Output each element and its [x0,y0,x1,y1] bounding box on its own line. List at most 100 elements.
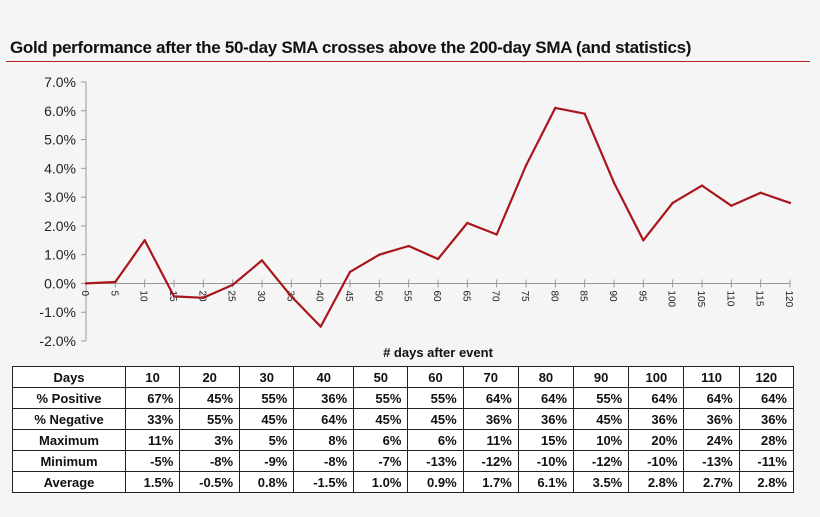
table-cell: 45% [353,408,409,430]
table-cell: -13% [683,450,740,472]
table-cell: -9% [239,450,295,472]
table-cell: -11% [738,450,795,472]
table-cell: 45% [573,408,630,430]
table-row: Maximum 11% 3% 5% 8% 6% 6% 11% 15% 10% 20% 24% 28% [12,429,795,451]
table-cell: 20% [628,429,685,451]
table-cell: 100 [628,366,685,388]
table-cell: 64% [462,387,519,409]
table-cell: 20 [179,366,241,388]
table-cell: 28% [738,429,795,451]
table-cell: 110 [683,366,740,388]
table-cell: 2.7% [683,471,740,493]
table-cell: 36% [628,408,685,430]
row-label: Minimum [12,450,126,472]
table-cell: 45% [407,408,464,430]
table-cell: 0.9% [407,471,464,493]
chart-title: Gold performance after the 50-day SMA cr… [10,38,692,57]
data-point [231,283,234,287]
x-tick-label: 110 [724,290,735,306]
table-cell: 15% [517,429,575,451]
table-header-row: Days 10 20 30 40 50 60 70 80 90 100 110 120 [12,366,795,388]
table-cell: 36% [462,408,519,430]
x-tick-label: 50 [372,290,383,302]
data-point [436,257,440,261]
data-point [172,295,176,298]
table-cell: 6% [407,429,464,451]
table-cell: 36% [517,408,575,430]
table-cell: 55% [573,387,630,409]
table-row: Average 1.5% -0.5% 0.8% -1.5% 1.0% 0.9% 1.7% 6.1… [12,471,795,493]
y-tick-label: -1.0% [39,304,76,320]
data-point [788,201,792,205]
table-cell: 64% [517,387,575,409]
x-tick-label: 90 [607,290,618,302]
data-point [642,239,645,242]
y-tick-label: 5.0% [44,132,76,148]
x-tick-label: 0 [79,290,90,296]
y-tick-label: 3.0% [44,189,76,205]
table-cell: 3% [179,429,241,451]
y-tick-label: 0.0% [44,275,76,291]
table-cell: -13% [407,450,464,472]
row-label: Maximum [12,429,126,451]
x-tick-label: 5 [108,290,119,296]
table-cell: 10 [124,366,181,388]
x-tick-label: 40 [314,290,325,302]
table-cell: 11% [124,429,181,451]
table-cell: -1.5% [293,471,355,493]
table-cell: 120 [738,366,795,388]
table-cell: 64% [683,387,740,409]
table-cell: -8% [179,450,241,472]
data-point [583,112,586,115]
data-point [260,259,264,262]
y-tick-label: 4.0% [44,160,76,176]
table-cell: 64% [293,408,355,430]
table-cell: 1.0% [353,471,409,493]
table-cell: 64% [628,387,685,409]
data-point [407,244,410,248]
row-label: Average [12,471,126,493]
data-point [759,191,762,194]
table-cell: -10% [628,450,685,472]
row-label: % Negative [12,408,126,430]
table-cell: 8% [293,429,355,451]
x-tick-label: 115 [754,290,765,306]
data-point [730,204,733,207]
x-tick-label: 80 [548,290,559,302]
table-cell: 11% [462,429,519,451]
x-tick-label: 75 [519,290,530,302]
statistics-table: Days 10 20 30 40 50 60 70 80 90 100 110 120% Positiv… [12,366,795,493]
table-cell: 55% [353,387,409,409]
table-cell: -8% [293,450,355,472]
table-cell: 3.5% [573,471,630,493]
y-tick-label: -2.0% [39,333,76,349]
table-cell: 36% [683,408,740,430]
table-cell: 30 [239,366,295,388]
data-point [84,282,88,285]
row-label: Days [12,366,126,388]
table-cell: 55% [407,387,464,409]
data-point [466,221,469,225]
table-cell: 50 [353,366,409,388]
table-cell: 10% [573,429,630,451]
table-cell: 80 [517,366,575,388]
table-cell: 0.8% [239,471,295,493]
data-point [495,233,498,236]
data-point [319,325,322,328]
table-cell: 40 [293,366,355,388]
row-label: % Positive [12,387,126,409]
table-cell: 55% [179,408,241,430]
table-row: Minimum -5% -8% -9% -8% -7% -13% -12% -10% -12% -1… [12,450,795,472]
title-divider [6,61,810,62]
table-row: % Negative 33% 55% 45% 64% 45% 45% 36% 36% 45% 36%… [12,408,795,430]
table-cell: -12% [462,450,519,472]
data-point [671,201,674,205]
x-tick-label: 120 [783,290,794,307]
y-tick-label: 2.0% [44,218,76,234]
y-tick-label: 6.0% [44,103,76,119]
x-tick-label: 10 [138,290,149,302]
y-tick-label: 7.0% [44,74,76,90]
x-tick-label: 60 [431,290,442,302]
data-point [143,239,146,242]
data-point [290,295,293,298]
